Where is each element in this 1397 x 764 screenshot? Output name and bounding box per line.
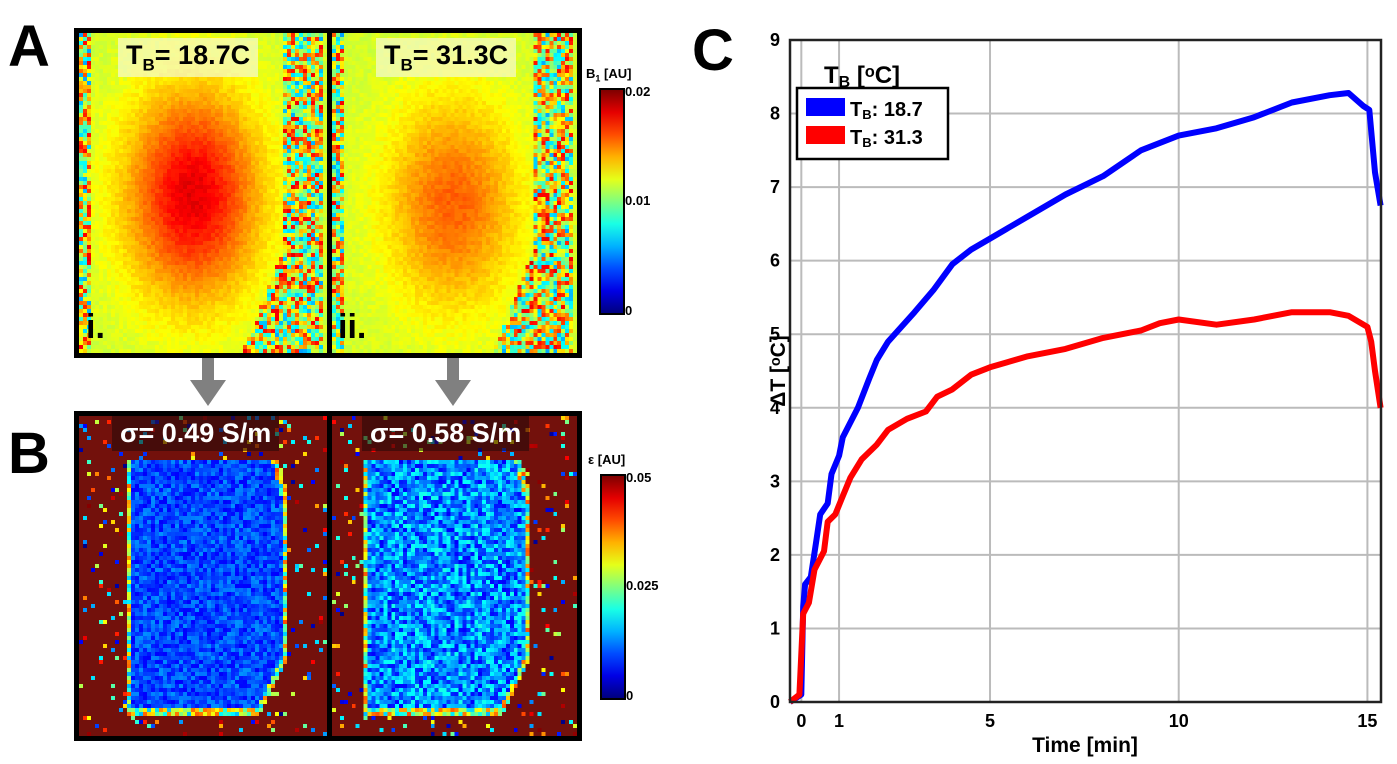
permittivity-map-image-i [79, 416, 327, 736]
colorbar-tick: 0.01 [625, 193, 651, 208]
panel-letter-b: B [8, 421, 50, 486]
panel-letter-a: A [8, 14, 50, 79]
map-label-tb-18-7: TB= 18.7C [118, 38, 259, 78]
x-tick-label: 1 [834, 711, 844, 731]
legend-swatch-blue [806, 98, 845, 116]
x-tick-label: 15 [1357, 711, 1377, 731]
colorbar-epsilon [600, 474, 626, 700]
legend-entry: TB: 18.7 [850, 99, 923, 122]
y-tick-label: 3 [770, 471, 780, 491]
map-label-tb-31-3: TB= 31.3C [376, 38, 517, 78]
legend-swatch-red [806, 126, 845, 144]
colorbar-tick: 0 [626, 688, 634, 703]
permittivity-map-panel: σ= 0.49 S/m σ= 0.58 S/m [74, 411, 582, 741]
colorbar-title-epsilon: ε [AU] [588, 452, 626, 467]
y-tick-label: 9 [770, 30, 780, 50]
colorbar-tick: 0 [625, 303, 633, 318]
colorbar-tick: 0.02 [625, 84, 651, 99]
b1-map-image-i [79, 33, 327, 353]
b1-map-panel: TB= 18.7C TB= 31.3C i. ii. [74, 28, 582, 358]
colorbar-b1 [599, 88, 625, 315]
y-tick-label: 4 [770, 398, 780, 418]
y-tick-label: 1 [770, 618, 780, 638]
permittivity-map-image-ii [332, 416, 577, 736]
y-tick-label: 0 [770, 692, 780, 712]
x-axis-label: Time [min] [1032, 734, 1138, 757]
series-line-0 [788, 90, 1384, 705]
legend: TB [ᵒC] TB: 18.7 TB: 31.3 [795, 62, 950, 161]
y-tick-label: 2 [770, 545, 780, 565]
legend-title: TB [ᵒC] [824, 62, 900, 91]
colorbar-title-b1: B1 [AU] [586, 66, 632, 84]
panel-letter-c: C [692, 18, 734, 83]
b1-map-image-ii [332, 33, 577, 353]
map-index-ii: ii. [338, 308, 367, 346]
x-tick-label: 5 [985, 711, 995, 731]
map-index-i: i. [86, 308, 105, 346]
map-label-sigma-0-49: σ= 0.49 S/m [112, 416, 280, 451]
map-label-sigma-0-58: σ= 0.58 S/m [362, 416, 530, 451]
colorbar-tick: 0.025 [626, 578, 659, 593]
series-line-1 [788, 309, 1384, 705]
plot-frame [788, 38, 1383, 704]
y-axis-label: ΔT [ᵒC] [767, 335, 790, 407]
y-tick-label: 5 [770, 324, 780, 344]
legend-entry: TB: 31.3 [850, 127, 923, 150]
x-tick-label: 10 [1169, 711, 1189, 731]
y-tick-label: 8 [770, 104, 780, 124]
y-tick-label: 7 [770, 177, 780, 197]
y-tick-label: 6 [770, 251, 780, 271]
colorbar-tick: 0.05 [626, 470, 652, 485]
x-tick-label: 0 [796, 711, 806, 731]
